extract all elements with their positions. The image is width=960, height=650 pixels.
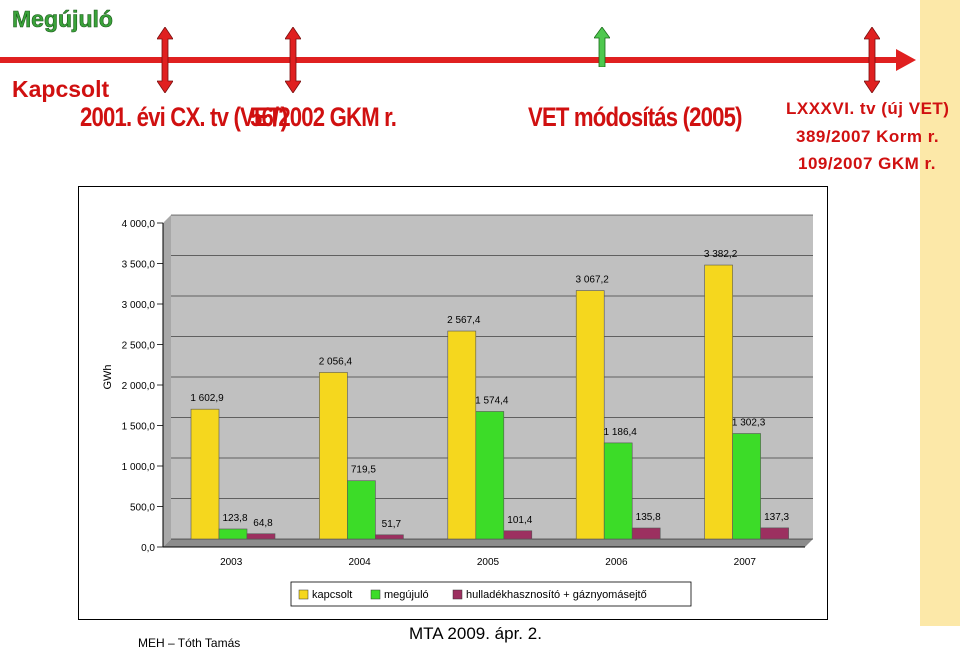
event-footer: MTA 2009. ápr. 2. bbox=[409, 624, 542, 643]
data-label: 1 302,3 bbox=[732, 418, 766, 429]
data-label: 3 382,2 bbox=[704, 249, 738, 260]
bar bbox=[375, 534, 404, 540]
data-label: 123,8 bbox=[222, 513, 247, 524]
bar bbox=[190, 408, 220, 540]
double-arrow-icon bbox=[285, 27, 301, 93]
law-2001-label: 2001. évi CX. tv (VET) bbox=[80, 102, 288, 132]
legend-label: hulladékhasznosító + gáznyomásejtő bbox=[466, 589, 647, 601]
data-label: 64,8 bbox=[253, 518, 273, 529]
y-tick-label: 1 000,0 bbox=[122, 462, 156, 473]
bar bbox=[246, 533, 276, 540]
data-label: 137,3 bbox=[764, 512, 789, 523]
up-arrow-icon bbox=[594, 27, 610, 67]
bar bbox=[319, 372, 348, 540]
y-tick-label: 4 000,0 bbox=[122, 219, 156, 230]
korm-2007-label: 389/2007 Korm r. bbox=[796, 127, 940, 146]
x-tick-label: 2006 bbox=[605, 557, 628, 568]
y-tick-label: 3 000,0 bbox=[122, 300, 156, 311]
y-tick-label: 500,0 bbox=[130, 503, 155, 514]
law-2007-label: LXXXVI. tv (új VET) bbox=[786, 99, 950, 118]
bar bbox=[218, 528, 248, 540]
data-label: 719,5 bbox=[351, 465, 376, 476]
y-tick-label: 2 500,0 bbox=[122, 341, 156, 352]
right-decor-stripe bbox=[920, 0, 960, 626]
bar bbox=[575, 290, 605, 540]
x-tick-label: 2007 bbox=[734, 557, 757, 568]
bar bbox=[760, 527, 789, 540]
legend-swatch bbox=[298, 589, 309, 600]
legend-box bbox=[290, 581, 692, 607]
bar bbox=[704, 264, 733, 540]
legend-label: kapcsolt bbox=[312, 589, 352, 601]
plot-floor bbox=[163, 539, 813, 547]
y-axis-label: GWh bbox=[102, 364, 114, 389]
vet-2005-label: VET módosítás (2005) bbox=[528, 102, 743, 132]
data-label: 1 186,4 bbox=[604, 427, 638, 438]
data-label: 1 574,4 bbox=[475, 395, 509, 406]
bar bbox=[603, 442, 633, 540]
bar bbox=[503, 530, 533, 540]
data-label: 101,4 bbox=[507, 515, 532, 526]
gkm-2002-label: 56/2002 GKM r. bbox=[250, 102, 397, 132]
double-arrow-icon bbox=[157, 27, 173, 93]
data-label: 3 067,2 bbox=[576, 275, 610, 286]
double-arrow-icon bbox=[864, 27, 880, 93]
legend-swatch bbox=[370, 589, 381, 600]
timeline-arrow-head bbox=[896, 49, 916, 71]
data-label: 1 602,9 bbox=[190, 393, 224, 404]
author-footer: MEH – Tóth Tamás bbox=[138, 636, 241, 650]
bar bbox=[447, 330, 477, 540]
data-label: 51,7 bbox=[382, 519, 402, 530]
y-tick-label: 3 500,0 bbox=[122, 260, 156, 271]
data-label: 2 056,4 bbox=[319, 356, 353, 367]
bar-chart: 0,0 500,0 1 000,0 1 500,0 2 000,0 2 500,0 3 00… bbox=[102, 214, 813, 607]
y-tick-label: 1 500,0 bbox=[122, 422, 156, 433]
bar bbox=[347, 480, 376, 540]
chart-frame: 0,0 500,0 1 000,0 1 500,0 2 000,0 2 500,0 3 00… bbox=[78, 186, 828, 620]
bar bbox=[631, 527, 661, 540]
gkm-2007-label: 109/2007 GKM r. bbox=[798, 154, 936, 173]
plot-side-wall bbox=[163, 215, 171, 547]
kapcsolt-heading: Kapcsolt bbox=[12, 76, 110, 102]
x-tick-label: 2005 bbox=[477, 557, 500, 568]
x-tick-label: 2003 bbox=[220, 557, 243, 568]
legend-swatch bbox=[452, 589, 463, 600]
bar bbox=[732, 433, 761, 540]
y-tick-label: 2 000,0 bbox=[122, 381, 156, 392]
data-label: 2 567,4 bbox=[447, 315, 481, 326]
x-tick-label: 2004 bbox=[348, 557, 371, 568]
data-label: 135,8 bbox=[636, 512, 661, 523]
megujulo-heading: Megújuló bbox=[12, 6, 114, 32]
y-tick-label: 0,0 bbox=[141, 543, 155, 554]
bar bbox=[475, 411, 505, 540]
legend-label: megújuló bbox=[384, 589, 429, 601]
timeline-line bbox=[0, 57, 900, 63]
